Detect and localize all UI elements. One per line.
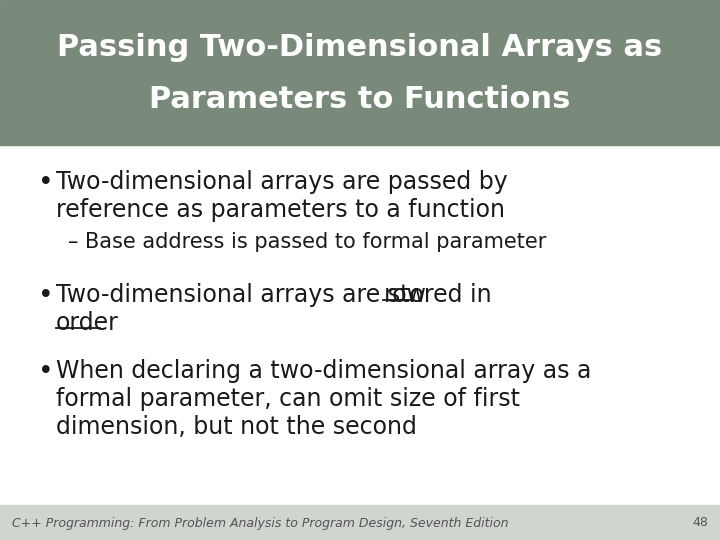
Text: dimension, but not the second: dimension, but not the second	[56, 415, 417, 439]
Bar	[0, 505, 720, 540]
Text: Passing Two-Dimensional Arrays as: Passing Two-Dimensional Arrays as	[58, 33, 662, 63]
Bar	[0, 0, 720, 145]
Text: C++ Programming: From Problem Analysis to Program Design, Seventh Edition: C++ Programming: From Problem Analysis t…	[12, 516, 508, 530]
Text: order: order	[56, 311, 119, 335]
Text: Two-dimensional arrays are stored in: Two-dimensional arrays are stored in	[56, 283, 499, 307]
Text: reference as parameters to a function: reference as parameters to a function	[56, 198, 505, 222]
Text: row: row	[384, 283, 426, 307]
Text: – Base address is passed to formal parameter: – Base address is passed to formal param…	[68, 232, 546, 252]
Text: 48: 48	[692, 516, 708, 530]
Text: •: •	[38, 170, 53, 196]
Text: Two-dimensional arrays are passed by: Two-dimensional arrays are passed by	[56, 170, 508, 194]
Text: •: •	[38, 283, 53, 309]
Text: •: •	[38, 359, 53, 385]
Text: Parameters to Functions: Parameters to Functions	[149, 85, 571, 114]
Text: formal parameter, can omit size of first: formal parameter, can omit size of first	[56, 387, 520, 411]
Text: When declaring a two-dimensional array as a: When declaring a two-dimensional array a…	[56, 359, 591, 383]
